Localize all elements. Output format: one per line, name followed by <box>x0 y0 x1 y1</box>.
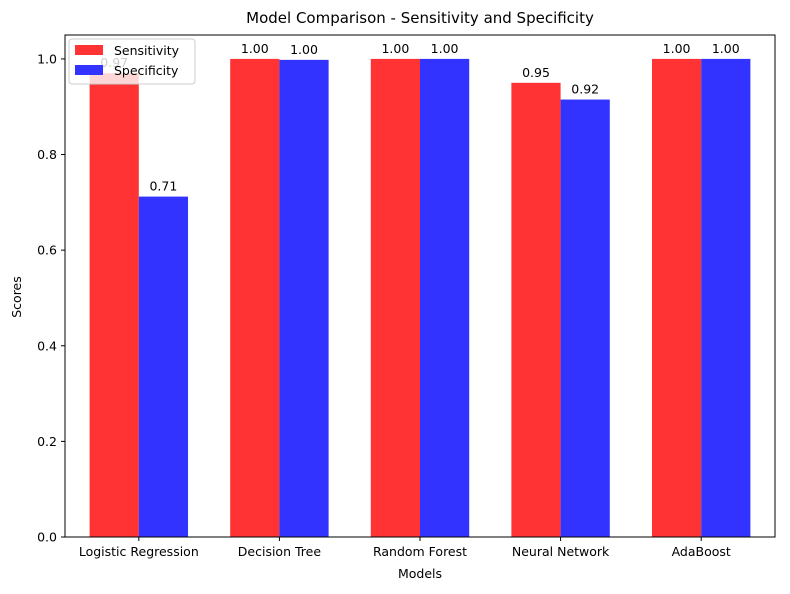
bar-sensitivity-4 <box>651 58 702 538</box>
x-axis-label: Models <box>398 566 442 581</box>
legend-swatch-specificity <box>75 65 103 75</box>
x-tick-label: Decision Tree <box>238 544 322 559</box>
bar-specificity-4 <box>701 58 751 538</box>
y-tick-label: 1.0 <box>37 51 57 66</box>
x-tick-label: AdaBoost <box>672 544 731 559</box>
x-tick-label: Random Forest <box>373 544 467 559</box>
y-axis-label: Scores <box>9 276 24 318</box>
legend-label-sensitivity: Sensitivity <box>114 43 180 58</box>
y-tick-label: 0.8 <box>37 147 57 162</box>
y-tick-label: 0.0 <box>37 530 57 545</box>
axes-layer: 0.0 0.2 0.4 0.6 0.8 1.0 Logistic Regression Dec… <box>37 34 776 559</box>
bar-sensitivity-0 <box>89 73 139 537</box>
bar-value-label: 1.00 <box>381 41 409 56</box>
bar-specificity-2 <box>420 58 470 538</box>
chart-title: Model Comparison - Sensitivity and Speci… <box>246 9 594 27</box>
bar-sensitivity-3 <box>511 82 561 538</box>
bar-specificity-1 <box>279 59 329 537</box>
bar-value-label: 1.00 <box>241 41 269 56</box>
bar-value-label: 1.00 <box>431 41 459 56</box>
bar-specificity-0 <box>138 196 189 537</box>
x-tick-label: Neural Network <box>512 544 610 559</box>
bar-value-label: 1.00 <box>663 41 691 56</box>
bar-value-label: 1.00 <box>290 42 318 57</box>
bar-specificity-3 <box>560 99 610 538</box>
x-tick-label: Logistic Regression <box>79 544 199 559</box>
y-tick-label: 0.6 <box>37 243 57 258</box>
bar-value-label: 0.92 <box>571 82 599 97</box>
bars-layer <box>89 58 751 538</box>
y-tick-label: 0.2 <box>37 434 57 449</box>
bar-labels-layer: 0.971.001.000.951.000.711.001.000.921.00 <box>100 41 739 194</box>
bar-value-label: 0.95 <box>522 65 550 80</box>
legend-label-specificity: Specificity <box>114 63 179 78</box>
legend: Sensitivity Specificity <box>68 38 196 85</box>
bar-sensitivity-1 <box>230 58 280 538</box>
y-tick-label: 0.4 <box>37 338 57 353</box>
legend-swatch-sensitivity <box>75 45 103 55</box>
bar-sensitivity-2 <box>370 58 420 538</box>
bar-value-label: 1.00 <box>712 41 740 56</box>
bar-value-label: 0.71 <box>149 179 177 194</box>
